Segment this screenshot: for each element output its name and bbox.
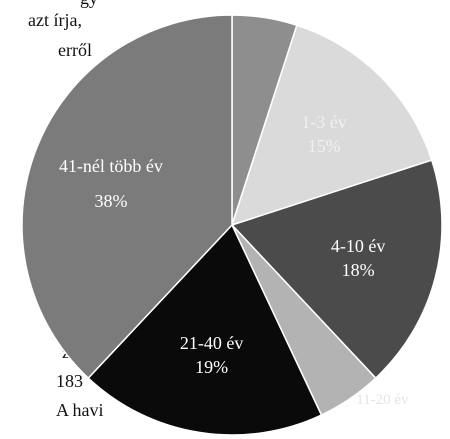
- slice-category-label: 1-3 év: [301, 111, 347, 132]
- slice-category-label: 11-20 év: [356, 392, 409, 409]
- slice-category-label: 21-40 év: [179, 332, 244, 353]
- pie-slice: [21, 14, 233, 380]
- pie-slice: [230, 24, 433, 227]
- text-fragment: 183: [56, 371, 83, 391]
- text-fragment: erről: [58, 40, 92, 60]
- text-fragment: A havi: [56, 400, 104, 420]
- slice-category-label: 4-10 év: [330, 236, 386, 257]
- text-fragment: gy: [80, 0, 98, 9]
- pie-slice: [230, 159, 443, 380]
- slice-value-label: 38%: [94, 191, 128, 212]
- slice-category-label: 41-nél több év: [58, 156, 163, 177]
- slice-value-label: 15%: [307, 135, 341, 156]
- text-fragment: azt írja,: [28, 10, 82, 30]
- slice-value-label: 19%: [195, 356, 229, 377]
- pie-slice: [87, 223, 323, 436]
- slice-value-label: 18%: [341, 260, 375, 281]
